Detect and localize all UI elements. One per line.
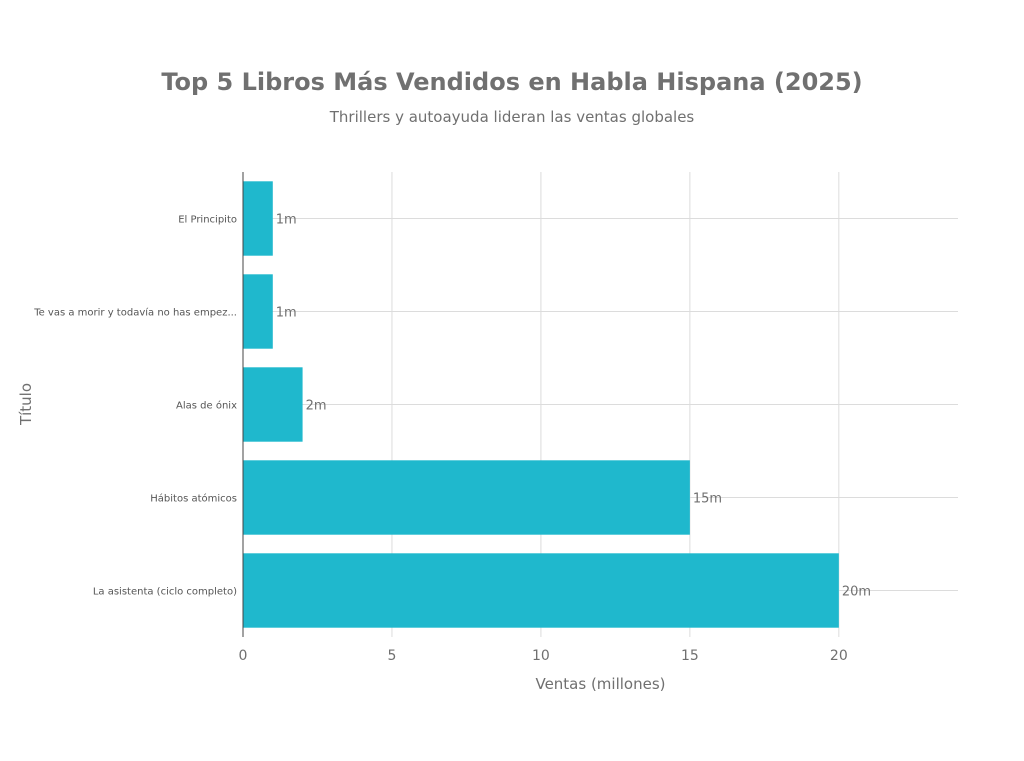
x-axis-title: Ventas (millones) (535, 675, 665, 693)
bar (243, 553, 839, 628)
data-label: 1m (276, 213, 297, 228)
data-label: 20m (842, 585, 871, 600)
data-label: 15m (693, 492, 722, 507)
chart-title: Top 5 Libros Más Vendidos en Habla Hispa… (161, 68, 863, 96)
bar (243, 181, 273, 256)
y-tick-label: El Principito (178, 215, 237, 226)
y-axis-title: Título (17, 383, 35, 426)
x-tick-label: 20 (830, 648, 848, 664)
bar (243, 367, 303, 442)
y-tick-label: Alas de ónix (176, 400, 237, 412)
y-tick-label: La asistenta (ciclo completo) (93, 587, 237, 598)
y-tick-label: Te vas a morir y todavía no has empez... (33, 307, 237, 319)
y-tick-label: Hábitos atómicos (150, 493, 237, 505)
x-tick-label: 0 (239, 648, 248, 664)
bar (243, 460, 690, 535)
bar (243, 274, 273, 349)
x-tick-label: 10 (532, 648, 550, 664)
x-tick-label: 5 (387, 648, 396, 664)
data-label: 1m (276, 306, 297, 321)
data-label: 2m (306, 399, 327, 414)
x-tick-label: 15 (681, 648, 699, 664)
chart-subtitle: Thrillers y autoayuda lideran las ventas… (329, 108, 695, 126)
